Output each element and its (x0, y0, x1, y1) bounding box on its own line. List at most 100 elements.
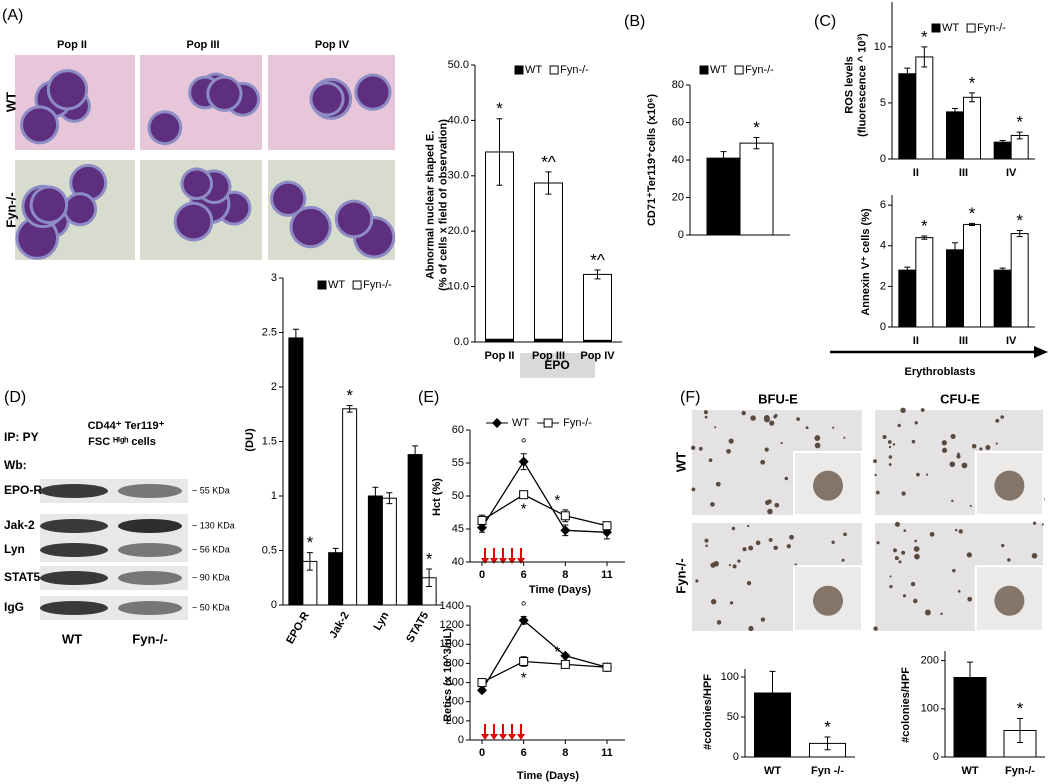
point (560, 659, 570, 669)
speck (764, 447, 769, 452)
x-tick-label: Fyn-/- (1005, 765, 1035, 777)
x-tick-label: Jak-2 (327, 610, 351, 640)
y-axis-title: Abnormal nuclear shaped E. (424, 131, 436, 280)
y-tick-label: 40 (452, 556, 464, 568)
y-tick-label: 30.0 (448, 170, 469, 182)
speck (875, 490, 880, 495)
annotation: * (346, 386, 353, 405)
axis-title: Erythroblasts (905, 366, 976, 378)
speck (876, 541, 880, 545)
speck (747, 524, 750, 528)
panel-label: (D) (4, 389, 26, 406)
annotation: * (521, 669, 527, 686)
bar (963, 223, 981, 328)
y-tick-label: 2 (880, 280, 886, 292)
point (477, 678, 487, 688)
line (481, 660, 608, 684)
bar (915, 237, 934, 328)
speck (708, 458, 713, 463)
speck (760, 617, 766, 622)
axis-arrow-head (1034, 346, 1048, 358)
y-tick-label: 2.5 (262, 326, 277, 338)
column-label: BFU-E (758, 391, 798, 406)
speck (985, 445, 991, 450)
speck (894, 521, 900, 527)
y-tick-label: 1200 (440, 619, 464, 631)
error-bar (1016, 131, 1023, 140)
speck (892, 443, 896, 446)
point (519, 657, 529, 667)
injection-arrow-head (499, 734, 507, 740)
x-tick-label: 6 (521, 569, 527, 581)
bar (946, 249, 964, 328)
y-tick-label: 1.5 (262, 435, 277, 447)
injection-arrow-head (481, 734, 489, 740)
blot-band (118, 484, 182, 498)
speck (874, 473, 877, 477)
error-bar (1017, 717, 1023, 744)
speck (914, 421, 918, 425)
treatment-box (520, 353, 595, 378)
x-tick-label: II (913, 167, 919, 179)
speck (950, 433, 956, 439)
bar (993, 141, 1012, 160)
speck (889, 585, 893, 589)
x-tick-label: 6 (521, 747, 527, 759)
y-tick-label: 1000 (440, 638, 464, 650)
legend-label: Fyn-/- (363, 279, 392, 291)
cell-nucleus (209, 78, 240, 109)
x-tick-label: 0 (479, 569, 485, 581)
speck (695, 579, 699, 583)
y-axis-title: Annexin V⁺ cells (%) (860, 208, 872, 316)
cell-nucleus (23, 108, 57, 142)
y-tick-label: 0 (271, 599, 277, 611)
error-bar (386, 492, 393, 505)
speck (710, 502, 715, 507)
error-bar (952, 108, 958, 116)
y-tick-label: 55 (452, 457, 464, 469)
speck (924, 609, 931, 616)
speck (726, 448, 731, 454)
speck (969, 504, 972, 507)
error-bar (332, 547, 339, 558)
error-bar (545, 171, 552, 195)
cell-nucleus (150, 113, 180, 143)
y-axis-title: #colonies/HPF (702, 674, 714, 750)
panel-label: (C) (814, 13, 836, 30)
row-label: Fyn-/- (673, 558, 688, 593)
blot-header: CD44⁺ Ter119⁺ (88, 420, 165, 432)
y-tick-label: 0 (458, 734, 464, 746)
speck (805, 426, 809, 430)
speck (979, 447, 983, 451)
x-axis-title: Time (Days) (529, 584, 591, 596)
speck (710, 598, 717, 605)
injection-arrow-head (508, 558, 516, 564)
blot-band (40, 484, 108, 498)
decorations (15, 55, 1048, 740)
x-tick-label: Fyn -/- (811, 765, 844, 777)
error-bar (952, 242, 958, 258)
y-tick-label: 100 (921, 703, 939, 715)
y-tick-label: 20 (672, 191, 684, 203)
point (560, 511, 570, 521)
speck (832, 426, 835, 429)
bar (381, 497, 397, 606)
error-bar (496, 118, 503, 186)
y-tick-label: 60 (452, 424, 464, 436)
blot-header: FSC ᴴⁱᵍʰ cells (88, 435, 156, 448)
x-tick-label: Pop IV (580, 350, 615, 362)
speck (941, 440, 947, 446)
blot-size: ~ 50 KDa (192, 602, 230, 612)
blot-row-label: Jak-2 (4, 518, 35, 532)
bar (706, 157, 741, 236)
legend-swatch (966, 23, 976, 33)
y-tick-label: 50.0 (448, 59, 469, 71)
blot-band (118, 571, 182, 585)
cell-nucleus (312, 84, 342, 114)
speck (888, 455, 893, 459)
x-tick-label: Lyn (372, 610, 392, 633)
speck (741, 410, 746, 416)
speck (949, 461, 956, 468)
y-tick-label: 40.0 (448, 114, 469, 126)
panel-label: (F) (680, 389, 700, 406)
